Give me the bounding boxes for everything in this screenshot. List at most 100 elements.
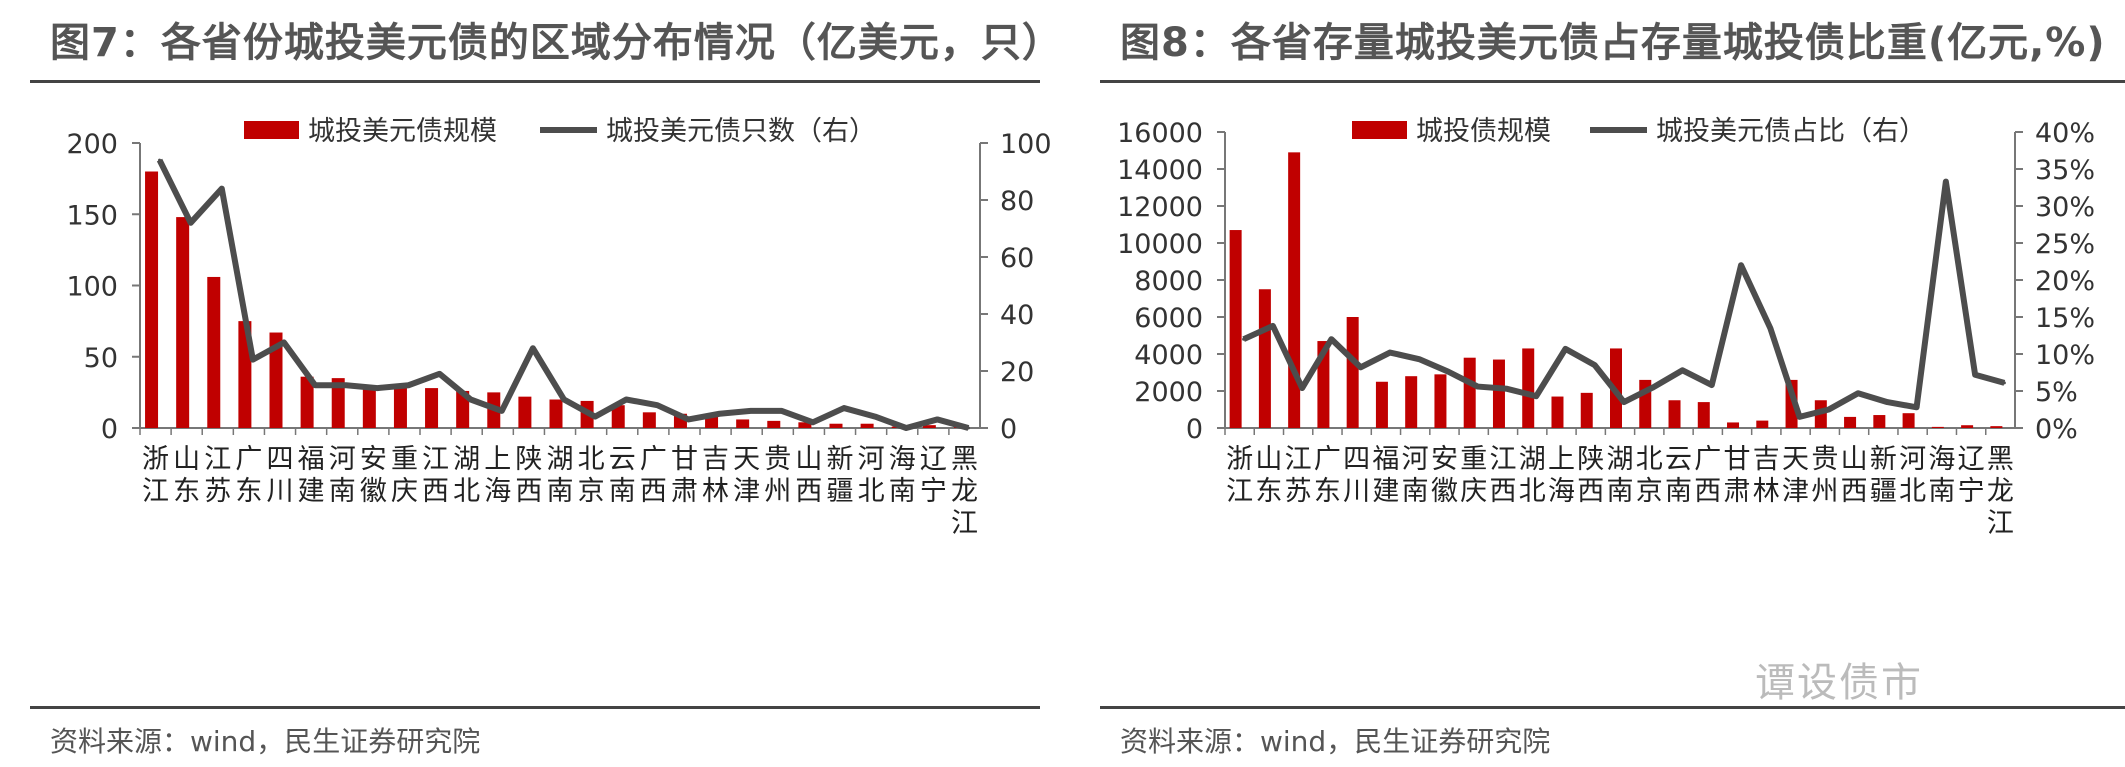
chart-panel-2: 图8：各省存量城投美元债占存量城投债比重(亿元,%) 城投债规模 城投美元债占比（… — [1095, 0, 2125, 767]
y-right-tick-label: 20 — [1000, 357, 1034, 388]
bar — [176, 217, 190, 428]
line-point — [1242, 337, 1246, 341]
bar — [207, 276, 221, 428]
source-rule — [1100, 706, 2125, 709]
line-point — [375, 386, 379, 390]
line-point — [1476, 385, 1480, 389]
line-point — [811, 420, 815, 424]
x-category-label: 海南 — [889, 444, 916, 507]
line-point — [1271, 324, 1275, 328]
x-category-label: 四川 — [267, 444, 294, 507]
bar — [1931, 426, 1944, 428]
line-point — [1505, 387, 1509, 391]
y-right-tick-label: 80 — [1000, 186, 1034, 217]
line-point — [1710, 383, 1714, 387]
x-category-label: 上海 — [1548, 444, 1575, 507]
title-rule — [30, 80, 1040, 83]
line-point — [873, 415, 877, 419]
x-category-label: 甘肃 — [1724, 444, 1751, 507]
y-left-tick-label: 14000 — [1117, 155, 1203, 186]
x-category-label: 山西 — [795, 444, 822, 507]
line-point — [1300, 386, 1304, 390]
bar — [518, 396, 532, 428]
bar — [1902, 413, 1915, 428]
y-left-tick-label: 16000 — [1117, 118, 1203, 149]
x-category-label: 新疆 — [827, 444, 854, 507]
y-left-tick-label: 100 — [66, 272, 118, 303]
x-category-label: 陕西 — [515, 444, 542, 507]
line-point — [158, 158, 162, 162]
line-point — [406, 383, 410, 387]
bar — [425, 388, 439, 428]
line-point — [935, 417, 939, 421]
x-category-label: 山西 — [1841, 444, 1868, 507]
line-point — [1768, 326, 1772, 330]
line-point — [686, 417, 690, 421]
bar — [145, 171, 159, 428]
source-rule — [30, 706, 1040, 709]
bar — [456, 390, 470, 428]
x-category-label: 广东 — [235, 444, 262, 507]
bar — [1405, 376, 1418, 428]
x-category-label: 吉林 — [702, 444, 729, 507]
y-right-tick-label: 0% — [2035, 414, 2078, 445]
x-category-label: 重庆 — [1460, 444, 1487, 507]
x-category-label: 四川 — [1343, 444, 1370, 507]
y-left-tick-label: 2000 — [1134, 377, 1203, 408]
chart-1-svg: 城投美元债规模 城投美元债只数（右） 0 50 100 150 200 0 20 40 60 80 10… — [66, 116, 1050, 539]
line-point — [469, 398, 473, 401]
x-category-label: 黑龙江 — [951, 444, 978, 539]
y-right-tick-label: 40% — [2035, 118, 2095, 149]
line-point — [1915, 405, 1919, 409]
x-category-label: 山东 — [1255, 444, 1282, 507]
x-category-label: 贵州 — [764, 444, 791, 507]
source-note: 资料来源：wind，民生证券研究院 — [1120, 725, 1551, 758]
y-right-tick-label: 25% — [2035, 229, 2095, 260]
line-point — [966, 426, 970, 430]
x-category-label: 湖南 — [1607, 444, 1634, 507]
x-category-label: 广西 — [1694, 444, 1721, 507]
x-category-label: 陕西 — [1577, 444, 1604, 507]
y-right-tick-label: 5% — [2035, 377, 2078, 408]
y-left-tick-label: 0 — [1186, 414, 1203, 445]
chart-title: 图8：各省存量城投美元债占存量城投债比重(亿元,%) — [1120, 20, 2106, 66]
line-point — [1944, 180, 1948, 184]
bar — [393, 385, 407, 428]
line-point — [624, 398, 628, 401]
y-right-tick-label: 100 — [1000, 129, 1050, 160]
line-point — [1622, 400, 1626, 404]
bar — [922, 425, 936, 428]
y-left-tick-label: 200 — [66, 129, 118, 160]
line-point — [593, 415, 597, 419]
bar — [331, 378, 345, 428]
bar — [549, 399, 563, 428]
y-right-tick-label: 35% — [2035, 155, 2095, 186]
x-category-label: 新疆 — [1870, 444, 1897, 507]
bar — [1990, 426, 2003, 428]
legend-bar-swatch — [1352, 121, 1407, 139]
x-category-label: 浙江 — [1226, 444, 1253, 507]
x-category-label: 上海 — [484, 444, 511, 507]
x-category-label: 安徽 — [360, 444, 387, 507]
line-point — [1563, 347, 1567, 351]
legend-bar-swatch — [244, 121, 299, 139]
x-category-label: 河北 — [858, 444, 885, 507]
x-category-label: 天津 — [733, 444, 760, 507]
x-category-label: 福建 — [1372, 444, 1399, 507]
y-right-tick-label: 10% — [2035, 340, 2095, 371]
legend-bar-label: 城投美元债规模 — [308, 116, 497, 147]
y-left-tick-label: 12000 — [1117, 192, 1203, 223]
title-rule — [1100, 80, 2125, 83]
y-left-tick-label: 0 — [101, 414, 118, 445]
x-category-label: 江苏 — [1285, 444, 1312, 507]
line-point — [1827, 408, 1831, 411]
line-point — [531, 346, 535, 350]
line-point — [655, 403, 659, 407]
x-category-label: 广西 — [640, 444, 667, 507]
bar — [611, 405, 625, 428]
source-note: 资料来源：wind，民生证券研究院 — [50, 725, 481, 758]
line-point — [189, 221, 193, 225]
bar — [1727, 422, 1740, 428]
line-point — [1359, 365, 1363, 369]
bar — [767, 420, 781, 428]
